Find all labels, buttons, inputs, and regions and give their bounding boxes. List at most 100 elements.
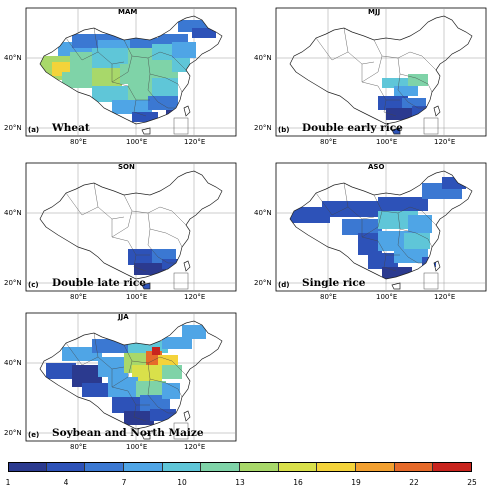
- value-cell: [142, 283, 150, 289]
- value-cell: [386, 108, 416, 120]
- country-outline: [39, 15, 223, 125]
- lon-label: 80°E: [70, 443, 87, 451]
- colorbar-cell: [356, 462, 395, 472]
- country-outline: [433, 260, 441, 272]
- lon-label: 100°E: [376, 293, 398, 301]
- province-border: [93, 182, 125, 220]
- value-cell: [82, 383, 112, 397]
- province-border: [65, 192, 99, 216]
- lat-label: 40°N: [4, 359, 22, 367]
- map-frame: [25, 162, 237, 292]
- value-cell: [120, 64, 150, 84]
- colorbar-cell: [46, 462, 86, 472]
- map-frame: [275, 7, 487, 137]
- crop-label: Double late rice: [52, 277, 146, 289]
- map-panel-wheat: MAM 40°N 20°N 80°E 100°E 120°E (a) Wheat: [0, 0, 250, 160]
- season-label: MJJ: [368, 8, 381, 16]
- value-cell: [112, 397, 142, 413]
- value-cell: [148, 96, 178, 110]
- value-cell: [92, 48, 132, 68]
- province-border: [111, 55, 133, 83]
- season-label: ASO: [368, 163, 385, 171]
- province-border: [165, 232, 183, 248]
- season-label: SON: [118, 163, 135, 171]
- map-svg-e: [25, 312, 237, 442]
- colorbar-cell: [8, 462, 47, 472]
- province-border: [315, 37, 349, 61]
- value-cell: [92, 86, 132, 102]
- value-cell: [172, 42, 196, 58]
- lon-label: 120°E: [184, 443, 206, 451]
- lat-label: 20°N: [4, 279, 22, 287]
- panel-letter: (a): [28, 126, 40, 134]
- china-map: [289, 170, 473, 290]
- value-cell: [134, 263, 166, 275]
- province-border: [93, 332, 125, 370]
- colorbar-tick-label: 10: [177, 478, 187, 487]
- colorbar-tick-label: 19: [351, 478, 361, 487]
- value-cell: [408, 74, 428, 86]
- value-cell: [148, 60, 178, 82]
- province-border: [157, 406, 176, 414]
- colorbar-tick-label: 16: [293, 478, 303, 487]
- value-cell: [128, 82, 158, 100]
- lon-label: 120°E: [434, 138, 456, 146]
- value-cell: [394, 249, 428, 263]
- lat-label: 20°N: [4, 124, 22, 132]
- country-outline: [391, 282, 401, 290]
- value-cell: [162, 337, 192, 349]
- province-border: [159, 51, 187, 71]
- lat-label: 40°N: [4, 54, 22, 62]
- country-outline: [141, 432, 151, 440]
- south-china-sea-inset: [423, 272, 439, 290]
- china-map: [39, 170, 223, 290]
- province-border: [147, 228, 159, 258]
- province-border: [65, 37, 99, 61]
- province-border: [111, 210, 133, 238]
- value-cell: [412, 106, 428, 116]
- province-border: [123, 39, 161, 59]
- value-cell: [162, 259, 178, 269]
- lat-label: 40°N: [254, 54, 272, 62]
- province-border: [159, 356, 187, 376]
- crop-label: Wheat: [52, 122, 90, 134]
- colorbar-cell: [394, 462, 434, 472]
- country-outline: [183, 260, 191, 272]
- value-cell: [152, 78, 178, 96]
- value-field: [40, 20, 216, 122]
- value-cell: [132, 365, 162, 383]
- country-outline: [141, 282, 151, 290]
- value-field: [128, 249, 178, 289]
- country-outline: [433, 105, 441, 117]
- country-outline: [39, 170, 223, 280]
- value-cell: [404, 233, 430, 249]
- value-cell: [322, 201, 382, 217]
- south-china-sea-inset: [423, 117, 439, 135]
- province-border: [373, 39, 411, 59]
- value-field: [46, 325, 206, 425]
- map-svg-c: [25, 162, 237, 292]
- lat-label: 20°N: [254, 279, 272, 287]
- province-border: [409, 51, 437, 71]
- map-panel-double-early-rice: MJJ 40°N 20°N 80°E 100°E 120°E (b) Double early…: [250, 0, 500, 160]
- province-border: [165, 77, 183, 93]
- province-border: [133, 404, 147, 422]
- value-cell: [382, 78, 412, 88]
- south-china-sea-inset: [173, 117, 189, 135]
- value-cell: [62, 72, 98, 88]
- value-cell: [92, 68, 122, 86]
- panel-letter: (e): [28, 431, 40, 439]
- value-cell: [162, 365, 182, 379]
- value-cell: [112, 100, 152, 114]
- province-border: [343, 182, 375, 220]
- panel-letter: (d): [278, 281, 290, 289]
- lon-label: 120°E: [184, 138, 206, 146]
- value-cell: [136, 381, 166, 397]
- value-cell: [72, 365, 102, 387]
- province-border: [397, 228, 409, 258]
- province-border: [383, 254, 397, 272]
- province-border: [157, 256, 176, 264]
- province-border: [65, 342, 99, 366]
- value-cell: [130, 38, 170, 48]
- map-panel-soybean-north-maize: JJA 40°N 20°N 80°E 100°E 120°E (e) Soybean and …: [0, 305, 250, 465]
